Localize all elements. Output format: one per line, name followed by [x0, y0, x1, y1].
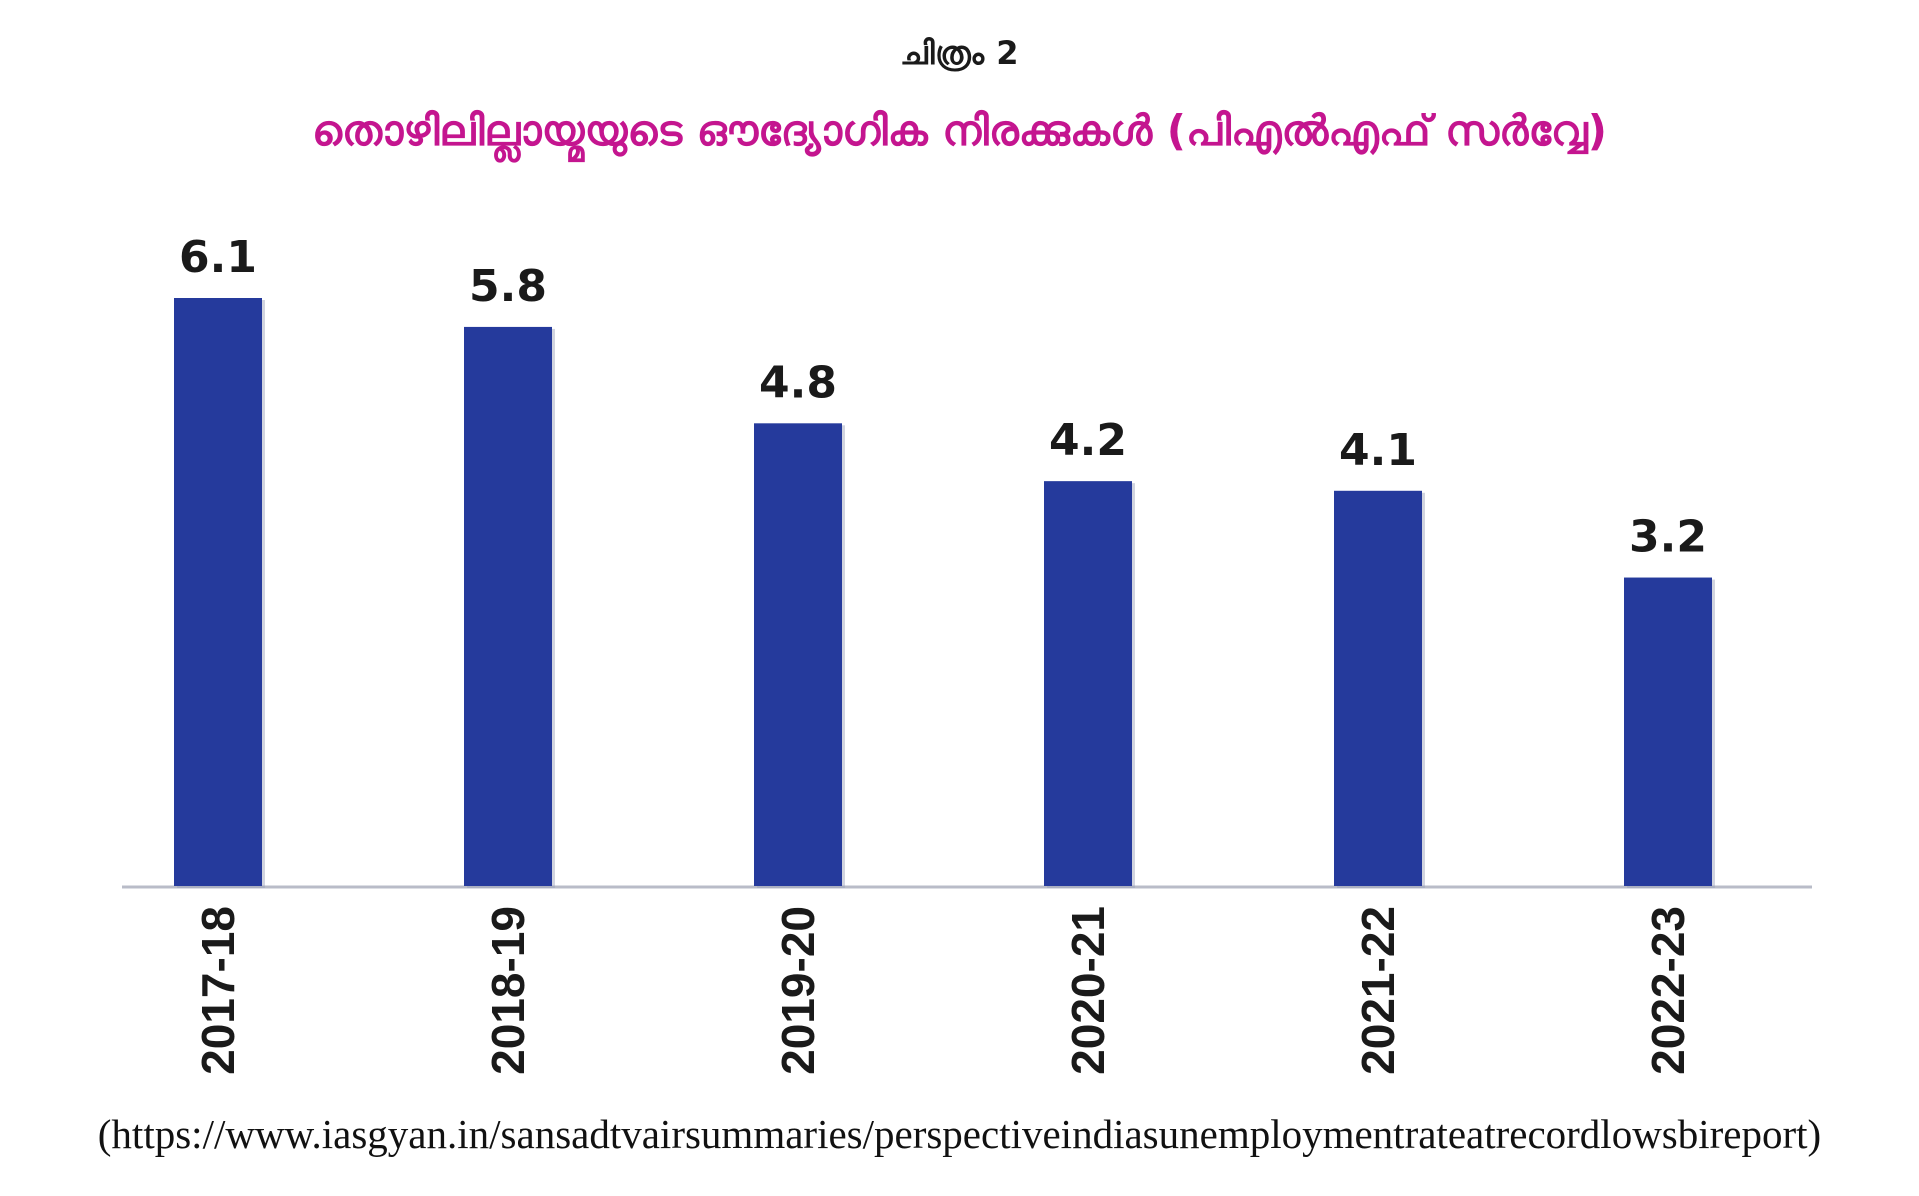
data-label-2019-20: 4.8	[759, 357, 837, 408]
category-label-2020-21: 2020-21	[1062, 906, 1114, 1075]
category-label-2022-23: 2022-23	[1642, 906, 1694, 1075]
category-label-2018-19: 2018-19	[482, 906, 534, 1075]
data-label-2017-18: 6.1	[179, 232, 257, 283]
bar-2022-23	[1624, 577, 1712, 886]
bar-2018-19	[464, 326, 552, 886]
category-label-2017-18: 2017-18	[192, 906, 244, 1075]
data-label-2020-21: 4.2	[1049, 415, 1127, 466]
bar-2019-20	[754, 423, 842, 886]
data-label-2022-23: 3.2	[1629, 512, 1707, 563]
category-label-2019-20: 2019-20	[772, 906, 824, 1075]
bar-2017-18	[174, 298, 262, 886]
source-note: (https://www.iasgyan.in/sansadtvairsumma…	[97, 1111, 1822, 1157]
chart-title: തൊഴിലില്ലായ്മയുടെ ഔദ്യോഗിക നിരക്കുകൾ (പി…	[311, 106, 1607, 155]
category-label-2021-22: 2021-22	[1352, 906, 1404, 1075]
data-label-2018-19: 5.8	[469, 261, 547, 312]
bar-2020-21	[1044, 481, 1132, 886]
data-label-2021-22: 4.1	[1339, 425, 1417, 476]
figure-label: ചിത്രം 2	[900, 34, 1019, 72]
bar-2021-22	[1334, 490, 1422, 886]
